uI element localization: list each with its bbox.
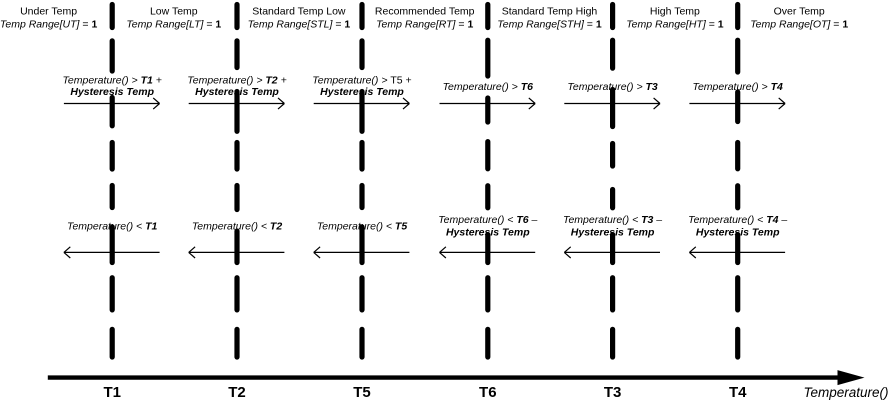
svg-text:T3: T3 bbox=[604, 384, 622, 401]
svg-text:Hysteresis Temp: Hysteresis Temp bbox=[696, 227, 780, 239]
svg-text:Temp Range[STL] = 1: Temp Range[STL] = 1 bbox=[248, 19, 351, 31]
svg-text:Over Temp: Over Temp bbox=[774, 6, 825, 18]
svg-text:T1: T1 bbox=[103, 384, 121, 401]
svg-text:Temp Range[HT] = 1: Temp Range[HT] = 1 bbox=[626, 19, 724, 31]
svg-text:T2: T2 bbox=[228, 384, 246, 401]
svg-text:Temperature() < T2: Temperature() < T2 bbox=[192, 220, 283, 232]
svg-text:T4: T4 bbox=[729, 384, 747, 401]
svg-text:T5: T5 bbox=[353, 384, 371, 401]
svg-text:Under Temp: Under Temp bbox=[20, 6, 77, 18]
svg-text:Temperature() > T5 +: Temperature() > T5 + bbox=[312, 74, 411, 86]
svg-text:Temperature() < T5: Temperature() < T5 bbox=[317, 220, 408, 232]
svg-text:Temp Range[UT] = 1: Temp Range[UT] = 1 bbox=[0, 19, 97, 31]
svg-text:Temperature() > T6: Temperature() > T6 bbox=[443, 81, 534, 93]
svg-text:Temperature() < T4 –: Temperature() < T4 – bbox=[688, 214, 787, 226]
svg-text:Hysteresis Temp: Hysteresis Temp bbox=[571, 227, 655, 239]
svg-text:Temperature() > T3: Temperature() > T3 bbox=[567, 81, 658, 93]
svg-text:Temperature() > T4: Temperature() > T4 bbox=[693, 81, 784, 93]
svg-text:T6: T6 bbox=[479, 384, 497, 401]
svg-text:Temp Range[STH] = 1: Temp Range[STH] = 1 bbox=[497, 19, 602, 31]
svg-text:Standard Temp Low: Standard Temp Low bbox=[252, 6, 346, 18]
svg-text:Hysteresis Temp: Hysteresis Temp bbox=[70, 86, 154, 98]
svg-text:Temperature(): Temperature() bbox=[803, 385, 888, 400]
svg-text:Temperature() > T2 +: Temperature() > T2 + bbox=[187, 74, 286, 86]
svg-text:Temperature() > T1 +: Temperature() > T1 + bbox=[62, 74, 161, 86]
svg-text:High Temp: High Temp bbox=[650, 6, 700, 18]
svg-text:Recommended Temp: Recommended Temp bbox=[375, 6, 475, 18]
svg-text:Standard Temp High: Standard Temp High bbox=[502, 6, 598, 18]
svg-text:Temp Range[LT] = 1: Temp Range[LT] = 1 bbox=[126, 19, 221, 31]
svg-text:Hysteresis Temp: Hysteresis Temp bbox=[195, 86, 279, 98]
svg-text:Temperature() < T1: Temperature() < T1 bbox=[67, 220, 158, 232]
svg-text:Low Temp: Low Temp bbox=[150, 6, 198, 18]
svg-text:Hysteresis Temp: Hysteresis Temp bbox=[320, 86, 404, 98]
svg-text:Hysteresis Temp: Hysteresis Temp bbox=[446, 227, 530, 239]
svg-text:Temp Range[RT] = 1: Temp Range[RT] = 1 bbox=[376, 19, 473, 31]
svg-text:Temp Range[OT] = 1: Temp Range[OT] = 1 bbox=[750, 19, 848, 31]
svg-text:Temperature() < T6 –: Temperature() < T6 – bbox=[438, 214, 537, 226]
svg-text:Temperature() < T3 –: Temperature() < T3 – bbox=[563, 214, 662, 226]
